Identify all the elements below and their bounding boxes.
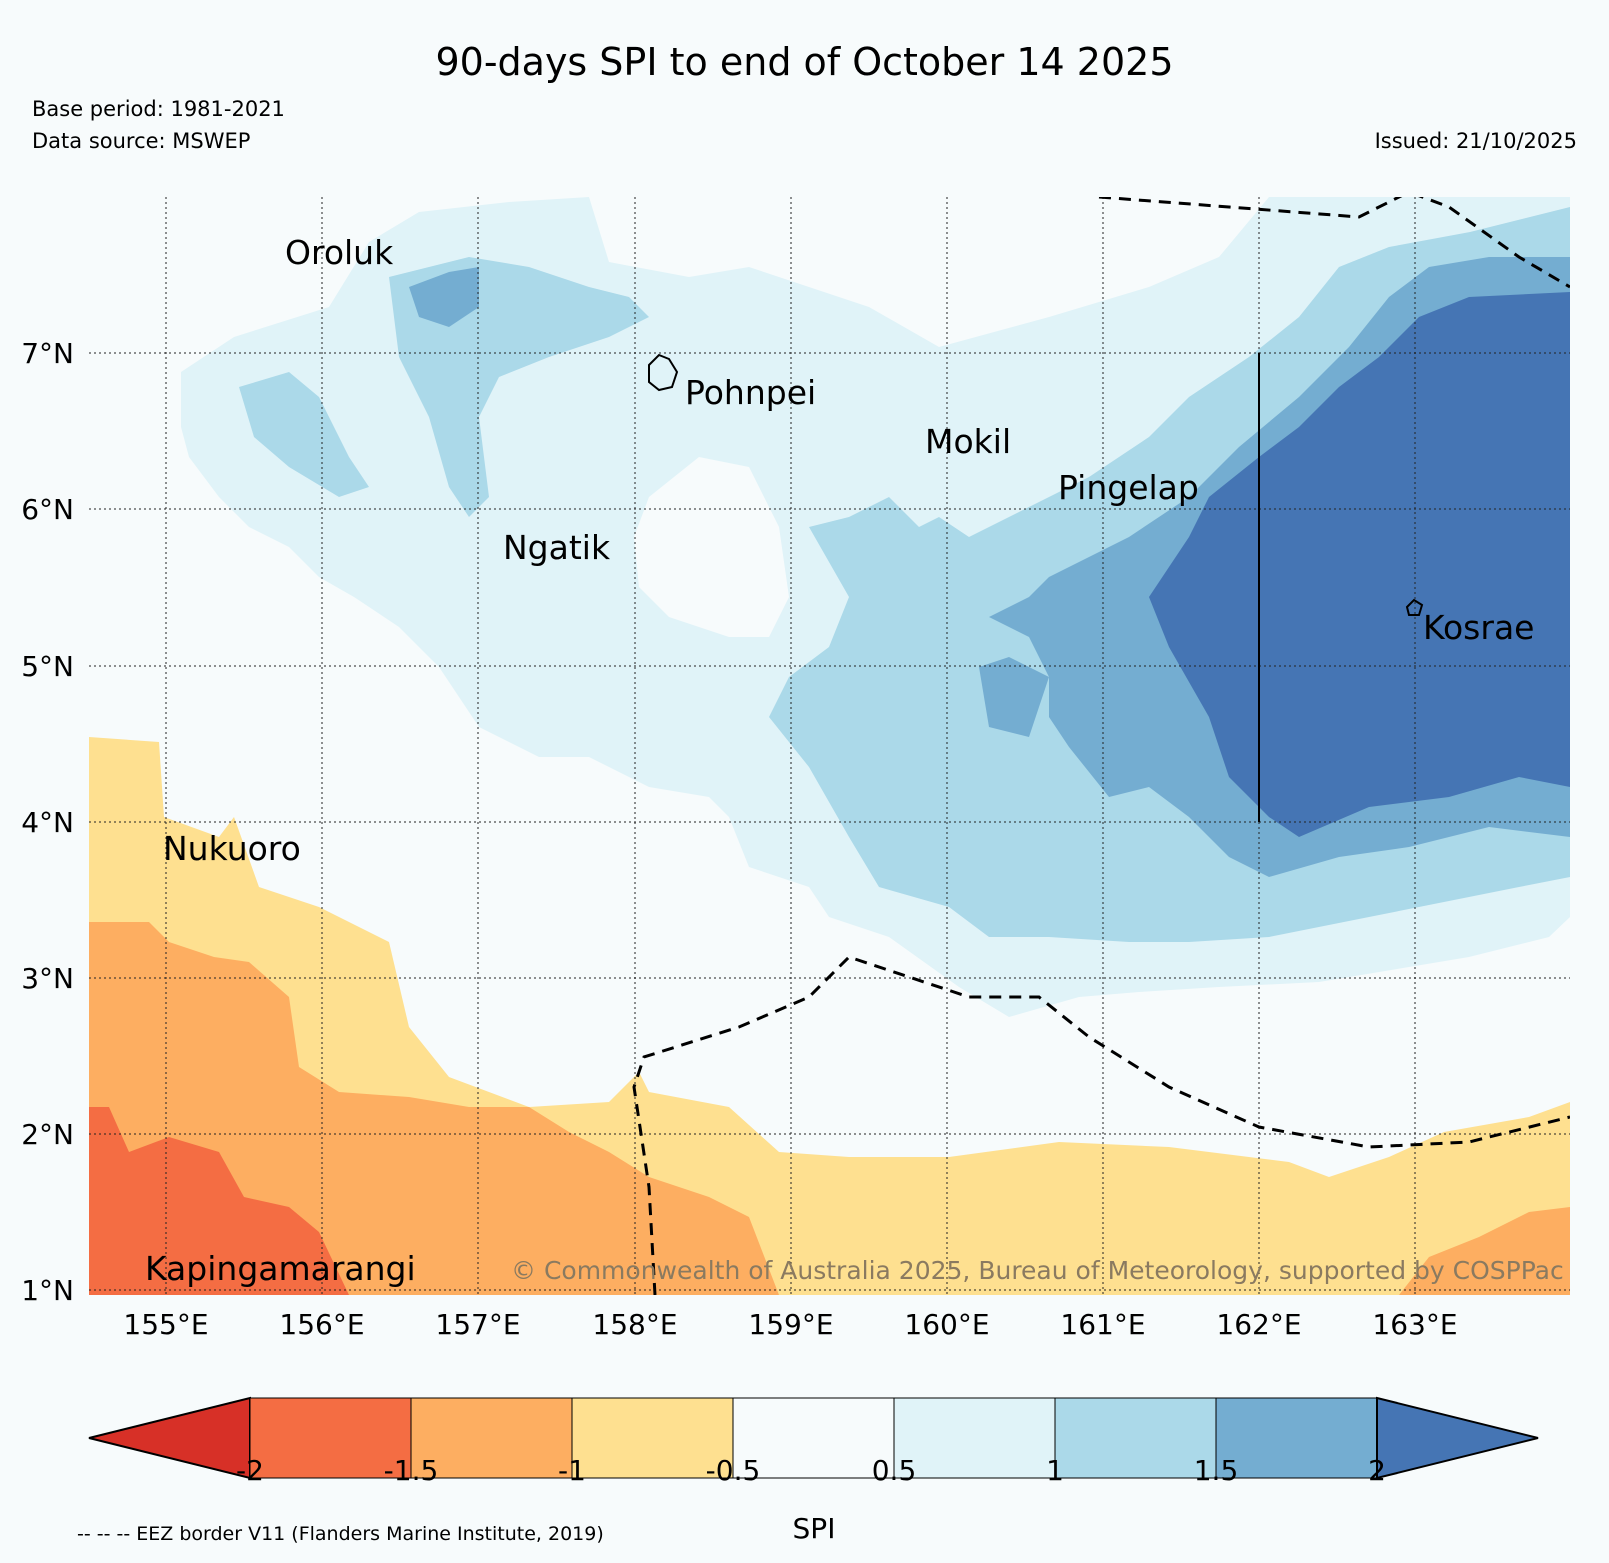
colorbar-label: 0.5 <box>871 1454 917 1487</box>
colorbar-swatch-1-15 <box>1054 1397 1217 1479</box>
colorbar-swatch-15-2 <box>1215 1397 1378 1479</box>
colorbar-title: SPI <box>792 1512 836 1545</box>
colorbar-swatch-neg2-neg15 <box>249 1397 412 1479</box>
spi-colorbar <box>88 1396 1539 1480</box>
colorbar-label: -1 <box>558 1454 586 1487</box>
base-period: Base period: 1981-2021 <box>32 97 285 121</box>
colorbar-swatch-05-1 <box>893 1397 1056 1479</box>
spi-map <box>89 197 1570 1295</box>
spi-neutral-hole-center <box>634 457 789 637</box>
x-tick-160e: 160°E <box>904 1308 990 1341</box>
colorbar-label: 2 <box>1368 1454 1386 1487</box>
label-pohnpei: Pohnpei <box>685 373 817 412</box>
colorbar-extend-high <box>1376 1396 1539 1480</box>
label-nukuoro: Nukuoro <box>163 829 301 868</box>
label-kosrae: Kosrae <box>1423 608 1535 647</box>
label-kapingamarangi: Kapingamarangi <box>145 1249 416 1288</box>
x-tick-155e: 155°E <box>123 1308 209 1341</box>
colorbar-label: 1.5 <box>1193 1454 1239 1487</box>
eez-border <box>632 197 1570 1295</box>
y-tick-2n: 2°N <box>21 1118 74 1151</box>
x-tick-163e: 163°E <box>1372 1308 1458 1341</box>
spi-band-neg1-neg15-east <box>1399 1207 1570 1295</box>
issued-date: Issued: 21/10/2025 <box>1374 129 1577 153</box>
y-tick-7n: 7°N <box>21 337 74 370</box>
eez-legend-note: -- -- -- EEZ border V11 (Flanders Marine… <box>77 1523 604 1545</box>
x-tick-158e: 158°E <box>592 1308 678 1341</box>
x-tick-161e: 161°E <box>1060 1308 1146 1341</box>
pohnpei-island <box>648 353 679 392</box>
label-ngatik: Ngatik <box>503 528 611 567</box>
label-pingelap: Pingelap <box>1058 468 1199 507</box>
x-tick-156e: 156°E <box>279 1308 365 1341</box>
colorbar-label: -0.5 <box>705 1454 761 1487</box>
y-tick-1n: 1°N <box>21 1274 74 1307</box>
label-mokil: Mokil <box>925 422 1012 461</box>
spi-band-neg15-neg2 <box>89 1107 349 1295</box>
colorbar-label: -1.5 <box>383 1454 439 1487</box>
y-tick-5n: 5°N <box>21 650 74 683</box>
spi-contour-field <box>89 197 1570 1295</box>
colorbar-label: -2 <box>236 1454 264 1487</box>
colorbar-swatch-neg1-neg05 <box>571 1397 734 1479</box>
x-tick-159e: 159°E <box>748 1308 834 1341</box>
x-tick-157e: 157°E <box>435 1308 521 1341</box>
spi-band-gt2 <box>1149 292 1570 837</box>
label-oroluk: Oroluk <box>285 233 394 272</box>
y-tick-6n: 6°N <box>21 493 74 526</box>
data-source: Data source: MSWEP <box>32 129 251 153</box>
copyright-credit: © Commonwealth of Australia 2025, Bureau… <box>511 1256 1564 1285</box>
x-tick-162e: 162°E <box>1216 1308 1302 1341</box>
colorbar-label: 1 <box>1046 1454 1064 1487</box>
colorbar-swatch-neg15-neg1 <box>410 1397 573 1479</box>
y-tick-3n: 3°N <box>21 962 74 995</box>
y-tick-4n: 4°N <box>21 806 74 839</box>
kosrae-island <box>1405 598 1424 616</box>
colorbar-swatch-neutral <box>732 1397 895 1479</box>
map-title: 90-days SPI to end of October 14 2025 <box>435 40 1174 84</box>
